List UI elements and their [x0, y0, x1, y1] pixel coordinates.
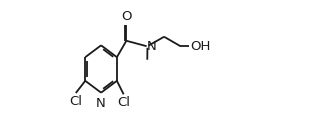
Text: N: N	[147, 40, 157, 53]
Text: OH: OH	[190, 40, 210, 53]
Text: Cl: Cl	[69, 95, 82, 108]
Text: O: O	[121, 10, 132, 23]
Text: N: N	[96, 97, 106, 110]
Text: Cl: Cl	[117, 96, 130, 109]
